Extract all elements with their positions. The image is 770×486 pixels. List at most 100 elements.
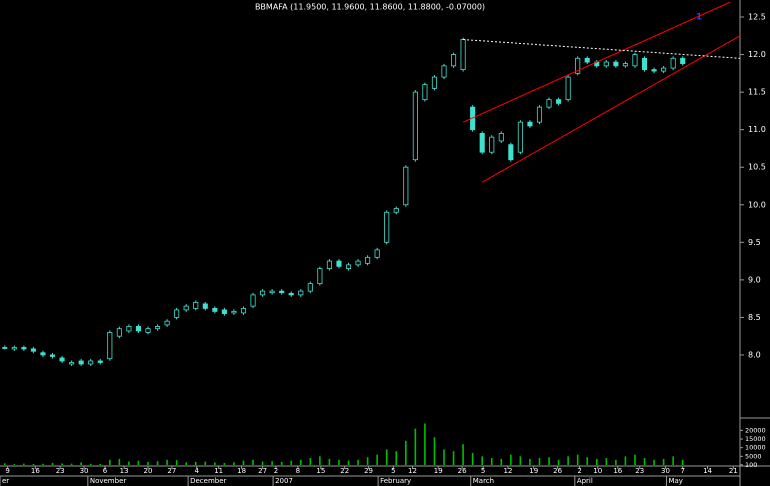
trendline bbox=[463, 39, 741, 59]
candle-body bbox=[393, 208, 399, 213]
volume-tick-label: 10000 bbox=[745, 444, 766, 452]
volume-bar bbox=[605, 458, 608, 465]
wave-marker: 1 bbox=[696, 13, 702, 23]
candle-body bbox=[651, 69, 657, 72]
volume-bar bbox=[137, 460, 140, 465]
candle-body bbox=[374, 249, 380, 258]
volume-bar bbox=[510, 454, 512, 465]
x-tick-label: 15 bbox=[316, 467, 325, 475]
x-tick-label: 12 bbox=[408, 467, 417, 475]
candle-body bbox=[498, 133, 504, 142]
x-tick-label: 23 bbox=[56, 467, 65, 475]
candle-body bbox=[250, 294, 256, 307]
candle-body bbox=[97, 360, 103, 363]
x-tick-label: 6 bbox=[103, 467, 108, 475]
month-label: er bbox=[2, 477, 9, 485]
x-tick-label: 16 bbox=[613, 467, 622, 475]
candle-body bbox=[145, 328, 151, 333]
volume-bar bbox=[51, 462, 54, 465]
candle-body bbox=[88, 360, 94, 365]
x-tick-label: 2 bbox=[274, 467, 278, 475]
volume-bar bbox=[681, 459, 684, 465]
candle-body bbox=[661, 67, 667, 72]
volume-bar bbox=[185, 462, 187, 465]
month-label: February bbox=[380, 477, 411, 485]
candle-body bbox=[154, 326, 161, 330]
volume-bar bbox=[357, 459, 359, 465]
volume-bar bbox=[242, 460, 245, 465]
candle-body bbox=[135, 326, 141, 332]
candle-body bbox=[412, 91, 418, 161]
candle-body bbox=[21, 347, 27, 350]
x-tick-label: 4 bbox=[194, 467, 199, 475]
volume-bar bbox=[414, 428, 417, 465]
volume-bar bbox=[156, 461, 159, 465]
candle-body bbox=[536, 106, 543, 123]
candle-body bbox=[298, 290, 304, 296]
x-tick-label: 21 bbox=[729, 467, 738, 475]
y-tick-label: 10.5 bbox=[748, 163, 766, 172]
candle-body bbox=[517, 121, 523, 153]
candle-body bbox=[183, 305, 189, 311]
candle-body bbox=[2, 347, 8, 349]
volume-tick-label: 20000 bbox=[745, 426, 766, 434]
volume-bar bbox=[653, 459, 655, 465]
candle-body bbox=[489, 136, 495, 153]
y-tick-label: 9.5 bbox=[748, 238, 761, 247]
candle-body bbox=[680, 57, 686, 64]
candle-body bbox=[174, 309, 180, 318]
volume-bar bbox=[42, 463, 44, 465]
candle-body bbox=[107, 332, 113, 360]
volume-tick-label: 15000 bbox=[745, 435, 766, 443]
month-label: March bbox=[473, 477, 494, 485]
volume-bar bbox=[23, 463, 25, 465]
volume-bar bbox=[672, 456, 674, 465]
x-tick-label: 26 bbox=[553, 467, 562, 475]
chart-title: BBMAFA (11.9500, 11.9600, 11.8600, 11.88… bbox=[255, 3, 485, 12]
candle-body bbox=[527, 121, 533, 127]
candle-body bbox=[441, 65, 447, 78]
candle-body bbox=[260, 290, 266, 296]
trendline bbox=[481, 35, 741, 183]
x-tick-label: 2 bbox=[577, 467, 581, 475]
candle-body bbox=[565, 76, 571, 101]
candle-body bbox=[317, 268, 323, 285]
month-label: 2007 bbox=[275, 477, 293, 485]
candle-body bbox=[403, 166, 409, 206]
x-tick-label: 16 bbox=[31, 467, 40, 475]
volume-bar bbox=[3, 463, 6, 465]
candle-body bbox=[126, 326, 132, 332]
volume-tick-label: 100 bbox=[745, 461, 757, 469]
candle-body bbox=[69, 362, 75, 365]
x-tick-label: 12 bbox=[504, 467, 513, 475]
y-tick-label: 10.0 bbox=[748, 200, 766, 209]
candle-body bbox=[30, 348, 36, 352]
volume-bar bbox=[624, 456, 627, 465]
candle-body bbox=[326, 260, 332, 269]
candle-body bbox=[460, 39, 466, 70]
volume-bar bbox=[615, 459, 617, 465]
volume-bar bbox=[233, 462, 235, 465]
candle-body bbox=[556, 99, 562, 104]
volume-bar bbox=[147, 461, 149, 465]
volume-bar bbox=[32, 463, 35, 465]
volume-bar bbox=[290, 460, 293, 465]
volume-bar bbox=[223, 462, 226, 465]
volume-bar bbox=[166, 459, 168, 465]
candle-body bbox=[365, 256, 371, 264]
candle-body bbox=[632, 54, 638, 67]
x-tick-label: 29 bbox=[364, 467, 373, 475]
volume-bar bbox=[338, 459, 340, 465]
volume-bar bbox=[309, 458, 312, 465]
x-tick-label: 8 bbox=[296, 467, 300, 475]
month-label: April bbox=[577, 477, 593, 485]
volume-bar bbox=[128, 461, 130, 465]
volume-bar bbox=[529, 458, 531, 465]
volume-bar bbox=[70, 463, 73, 465]
volume-bar bbox=[204, 461, 207, 465]
trendline bbox=[462, 1, 731, 123]
candle-body bbox=[336, 260, 342, 267]
candle-body bbox=[202, 303, 208, 309]
volume-bar bbox=[471, 452, 474, 465]
